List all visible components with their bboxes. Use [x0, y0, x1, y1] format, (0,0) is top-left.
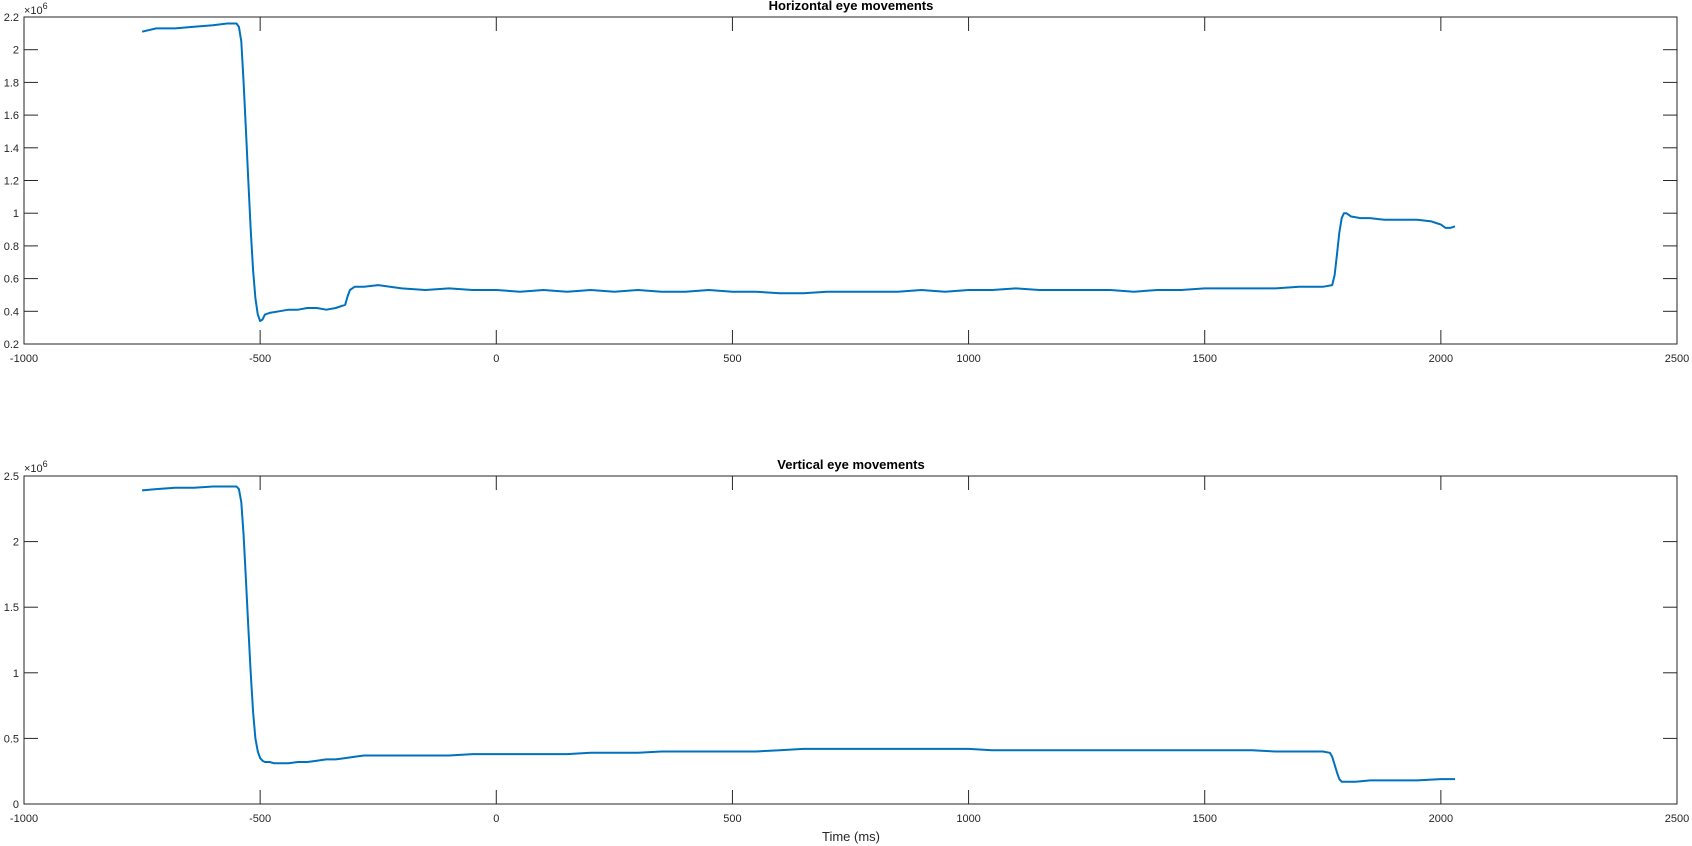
x-tick-label: 0	[493, 353, 499, 365]
x-tick-label: 2500	[1665, 813, 1689, 825]
x-tick-label: -1000	[10, 353, 38, 365]
y-tick-label: 1	[13, 208, 19, 220]
y-tick-label: 0.8	[4, 241, 19, 253]
y-tick-label: 0	[13, 799, 19, 811]
y-tick-label: 0.6	[4, 274, 19, 286]
y-exponent-power: 6	[43, 1, 48, 11]
y-exponent-label: ×106	[24, 459, 48, 475]
chart-title: Horizontal eye movements	[769, 0, 934, 13]
y-exponent-label: ×106	[24, 1, 48, 17]
x-tick-label: 1500	[1192, 813, 1216, 825]
y-exponent-power: 6	[43, 459, 48, 469]
y-tick-label: 2.2	[4, 12, 19, 24]
vertical-eye-movements-panel: Vertical eye movements ×106 Time (ms) -1…	[4, 457, 1690, 844]
y-tick-label: 1.8	[4, 77, 19, 89]
y-tick-label: 0.4	[4, 306, 19, 318]
x-tick-label: 2000	[1429, 353, 1453, 365]
y-tick-label: 1.2	[4, 176, 19, 188]
x-tick-label: 1000	[956, 353, 980, 365]
y-tick-label: 1.4	[4, 143, 19, 155]
y-tick-label: 0.5	[4, 733, 19, 745]
x-axis-label: Time (ms)	[822, 829, 880, 844]
x-tick-label: 2500	[1665, 353, 1689, 365]
chart-title: Vertical eye movements	[777, 457, 924, 472]
y-tick-label: 1.5	[4, 602, 19, 614]
horizontal-eye-movements-panel: Horizontal eye movements ×106 -1000 -500 0…	[4, 0, 1690, 365]
x-tick-label: 1500	[1192, 353, 1216, 365]
y-tick-label: 2	[13, 45, 19, 57]
x-tick-label: -500	[249, 813, 271, 825]
y-tick-label: 1.6	[4, 110, 19, 122]
y-tick-label: 2	[13, 537, 19, 549]
y-tick-label: 2.5	[4, 471, 19, 483]
x-tick-label: 500	[723, 813, 741, 825]
x-tick-label: 500	[723, 353, 741, 365]
series-line	[141, 22, 1456, 323]
x-tick-label: 0	[493, 813, 499, 825]
x-tick-label: -1000	[10, 813, 38, 825]
series-line	[142, 485, 1455, 783]
y-tick-label: 1	[13, 668, 19, 680]
x-tick-label: 2000	[1429, 813, 1453, 825]
x-tick-label: 1000	[956, 813, 980, 825]
plot-area-frame	[23, 475, 1678, 805]
y-tick-label: 0.2	[4, 339, 19, 351]
x-tick-label: -500	[249, 353, 271, 365]
